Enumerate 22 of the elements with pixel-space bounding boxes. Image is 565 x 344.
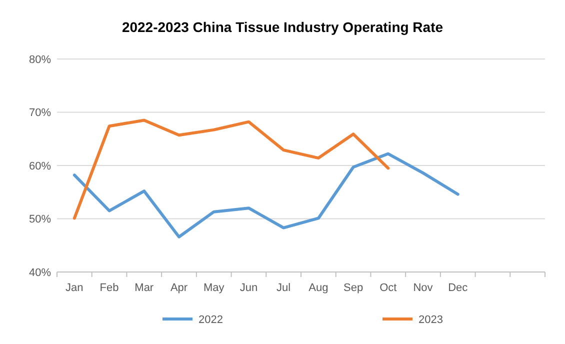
x-tick-label: Jun	[240, 282, 258, 294]
x-tick-label: Aug	[308, 282, 328, 294]
x-tick-label: Feb	[100, 282, 119, 294]
y-tick-label: 50%	[28, 214, 52, 226]
line-series	[72, 152, 460, 238]
line-series	[72, 118, 390, 220]
x-tick-label: Dec	[448, 282, 468, 294]
y-tick-label: 60%	[28, 160, 52, 172]
x-tick-label: Sep	[343, 282, 364, 294]
x-tick-label: Nov	[413, 282, 434, 294]
x-tick-label: Jan	[66, 282, 84, 294]
x-tick-label: May	[203, 282, 225, 294]
chart-title: 2022-2023 China Tissue Industry Operating Rate	[122, 19, 444, 35]
y-tick-label: 40%	[28, 266, 52, 279]
legend-label: 2023	[418, 314, 443, 326]
x-tick-label: Oct	[380, 282, 397, 294]
y-tick-label: 70%	[28, 107, 52, 120]
y-tick-label: 80%	[28, 54, 52, 66]
legend-label: 2022	[198, 314, 223, 326]
x-tick-label: Mar	[134, 282, 154, 294]
x-tick-label: Apr	[170, 282, 188, 294]
x-tick-label: Jul	[276, 282, 291, 294]
